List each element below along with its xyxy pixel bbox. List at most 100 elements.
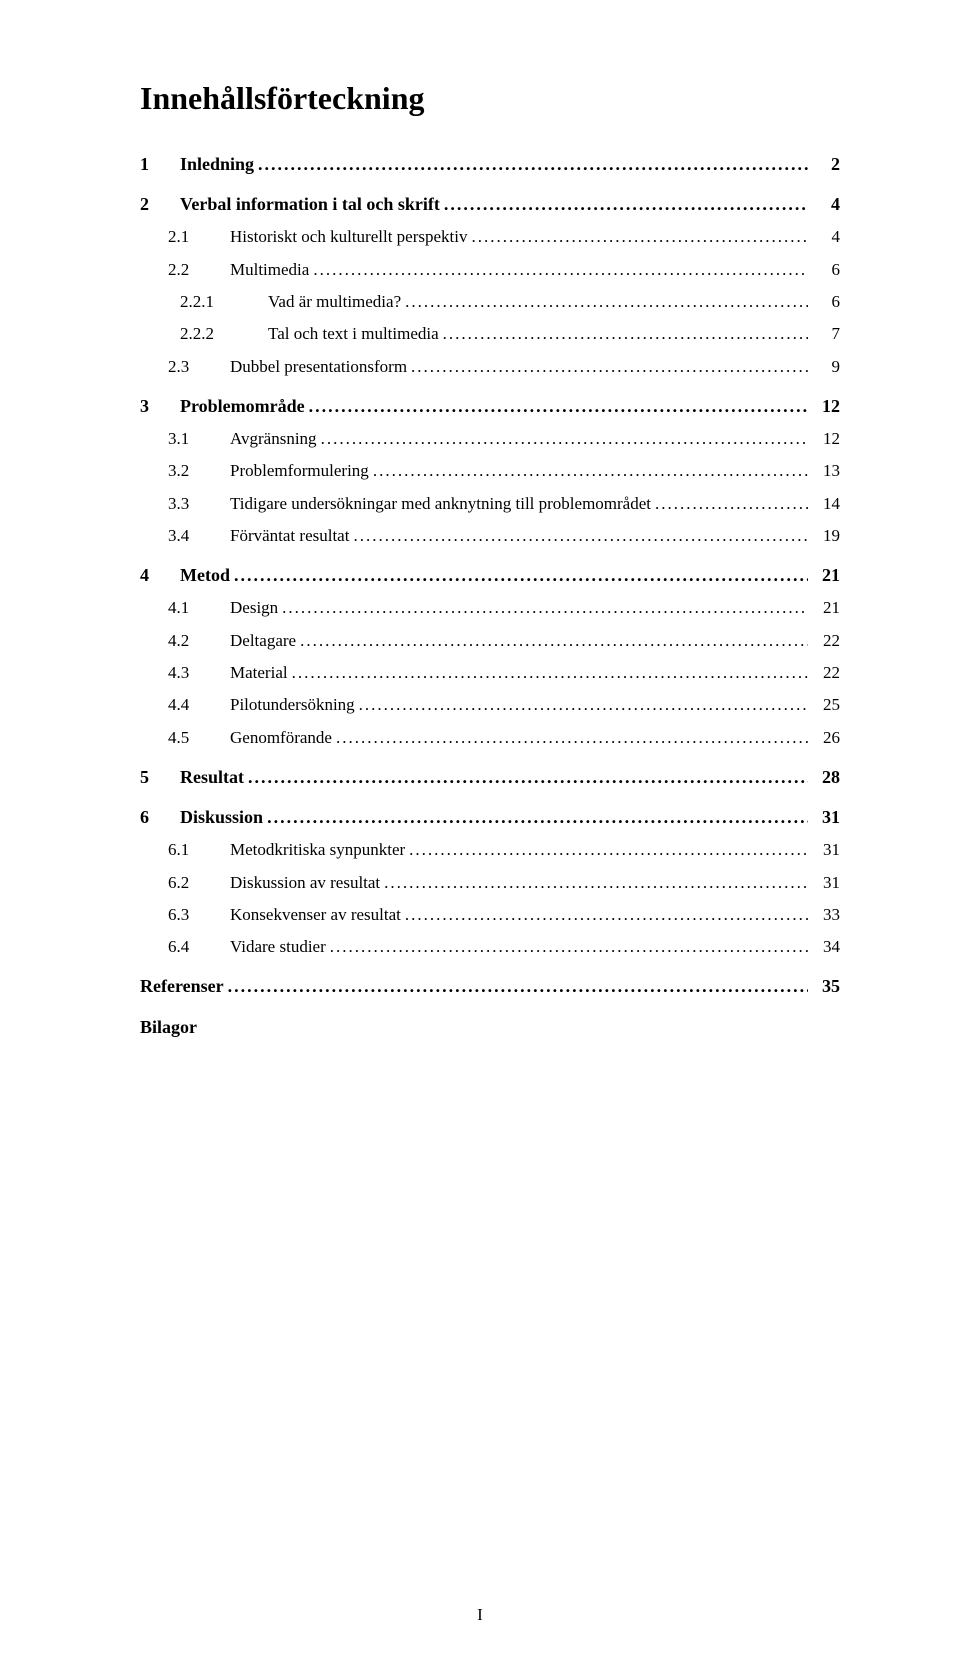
toc-page: 22 [812,625,840,657]
toc-leader [330,931,808,963]
toc-number: 2.2.1 [140,286,268,318]
toc-label: Dubbel presentationsform [230,351,407,383]
toc-leader [267,800,808,834]
toc-label: Vidare studier [230,931,326,963]
toc-leader [655,488,808,520]
toc-entry: 3.4 Förväntat resultat 19 [140,520,840,552]
table-of-contents: 1 Inledning 2 2 Verbal information i tal… [140,147,840,1044]
toc-entry: 5 Resultat 28 [140,760,840,794]
toc-label: Problemområde [180,389,305,423]
toc-page: 25 [812,689,840,721]
toc-leader [292,657,808,689]
toc-page: 21 [812,592,840,624]
toc-number: 2.1 [140,221,230,253]
toc-label: Referenser [140,969,224,1003]
toc-leader [234,558,808,592]
toc-entry: 2.1 Historiskt och kulturellt perspektiv… [140,221,840,253]
toc-number: 6 [140,800,180,834]
toc-number: 3.4 [140,520,230,552]
toc-entry: 4.3 Material 22 [140,657,840,689]
toc-entry: 4.4 Pilotundersökning 25 [140,689,840,721]
toc-label: Genomförande [230,722,332,754]
toc-label: Verbal information i tal och skrift [180,187,440,221]
toc-entry: 4.1 Design 21 [140,592,840,624]
toc-number: 2.3 [140,351,230,383]
toc-page: 22 [812,657,840,689]
toc-page: 14 [812,488,840,520]
toc-leader [443,318,808,350]
toc-entry: 3.1 Avgränsning 12 [140,423,840,455]
toc-page: 31 [812,800,840,834]
toc-page: 26 [812,722,840,754]
toc-label: Historiskt och kulturellt perspektiv [230,221,468,253]
toc-label: Metod [180,558,230,592]
toc-leader [282,592,808,624]
toc-label: Pilotundersökning [230,689,355,721]
toc-entry: 6.1 Metodkritiska synpunkter 31 [140,834,840,866]
page-title: Innehållsförteckning [140,80,840,117]
toc-number: 3.1 [140,423,230,455]
toc-number: 3.2 [140,455,230,487]
toc-entry: 4.2 Deltagare 22 [140,625,840,657]
toc-entry: 6.4 Vidare studier 34 [140,931,840,963]
toc-page: 21 [812,558,840,592]
toc-leader [336,722,808,754]
toc-label: Design [230,592,278,624]
toc-number: 4.2 [140,625,230,657]
toc-page: 31 [812,834,840,866]
toc-leader [411,351,808,383]
toc-entry: Bilagor [140,1010,840,1044]
toc-page: 31 [812,867,840,899]
toc-entry: 2.2.2 Tal och text i multimedia 7 [140,318,840,350]
toc-leader [373,455,808,487]
toc-number: 4.4 [140,689,230,721]
toc-entry: 6.2 Diskussion av resultat 31 [140,867,840,899]
toc-leader [258,147,808,181]
toc-label: Problemformulering [230,455,369,487]
toc-page: 34 [812,931,840,963]
toc-number: 6.4 [140,931,230,963]
toc-leader [409,834,808,866]
document-page: Innehållsförteckning 1 Inledning 2 2 Ver… [0,0,960,1665]
toc-leader [309,389,808,423]
toc-number: 5 [140,760,180,794]
toc-entry: 4.5 Genomförande 26 [140,722,840,754]
toc-number: 1 [140,147,180,181]
toc-leader [321,423,808,455]
toc-label: Diskussion av resultat [230,867,380,899]
toc-leader [472,221,809,253]
toc-page: 6 [812,286,840,318]
toc-label: Inledning [180,147,254,181]
toc-page: 19 [812,520,840,552]
toc-label: Tal och text i multimedia [268,318,439,350]
toc-page: 12 [812,389,840,423]
toc-entry: Referenser 35 [140,969,840,1003]
toc-number: 6.1 [140,834,230,866]
toc-number: 2 [140,187,180,221]
toc-entry: 4 Metod 21 [140,558,840,592]
toc-label: Vad är multimedia? [268,286,401,318]
toc-number: 4.5 [140,722,230,754]
toc-entry: 6.3 Konsekvenser av resultat 33 [140,899,840,931]
toc-entry: 1 Inledning 2 [140,147,840,181]
toc-leader [313,254,808,286]
toc-number: 4 [140,558,180,592]
toc-entry: 2.2 Multimedia 6 [140,254,840,286]
toc-number: 3 [140,389,180,423]
toc-number: 6.3 [140,899,230,931]
toc-label: Förväntat resultat [230,520,349,552]
toc-label: Resultat [180,760,244,794]
toc-leader [444,187,808,221]
toc-page: 2 [812,147,840,181]
toc-entry: 6 Diskussion 31 [140,800,840,834]
toc-number: 4.1 [140,592,230,624]
toc-leader [405,899,808,931]
footer-page-number: I [0,1605,960,1625]
toc-leader [359,689,808,721]
toc-label: Avgränsning [230,423,317,455]
toc-number: 2.2 [140,254,230,286]
toc-page: 4 [812,187,840,221]
toc-leader [228,969,808,1003]
toc-entry: 3.2 Problemformulering 13 [140,455,840,487]
toc-page: 33 [812,899,840,931]
